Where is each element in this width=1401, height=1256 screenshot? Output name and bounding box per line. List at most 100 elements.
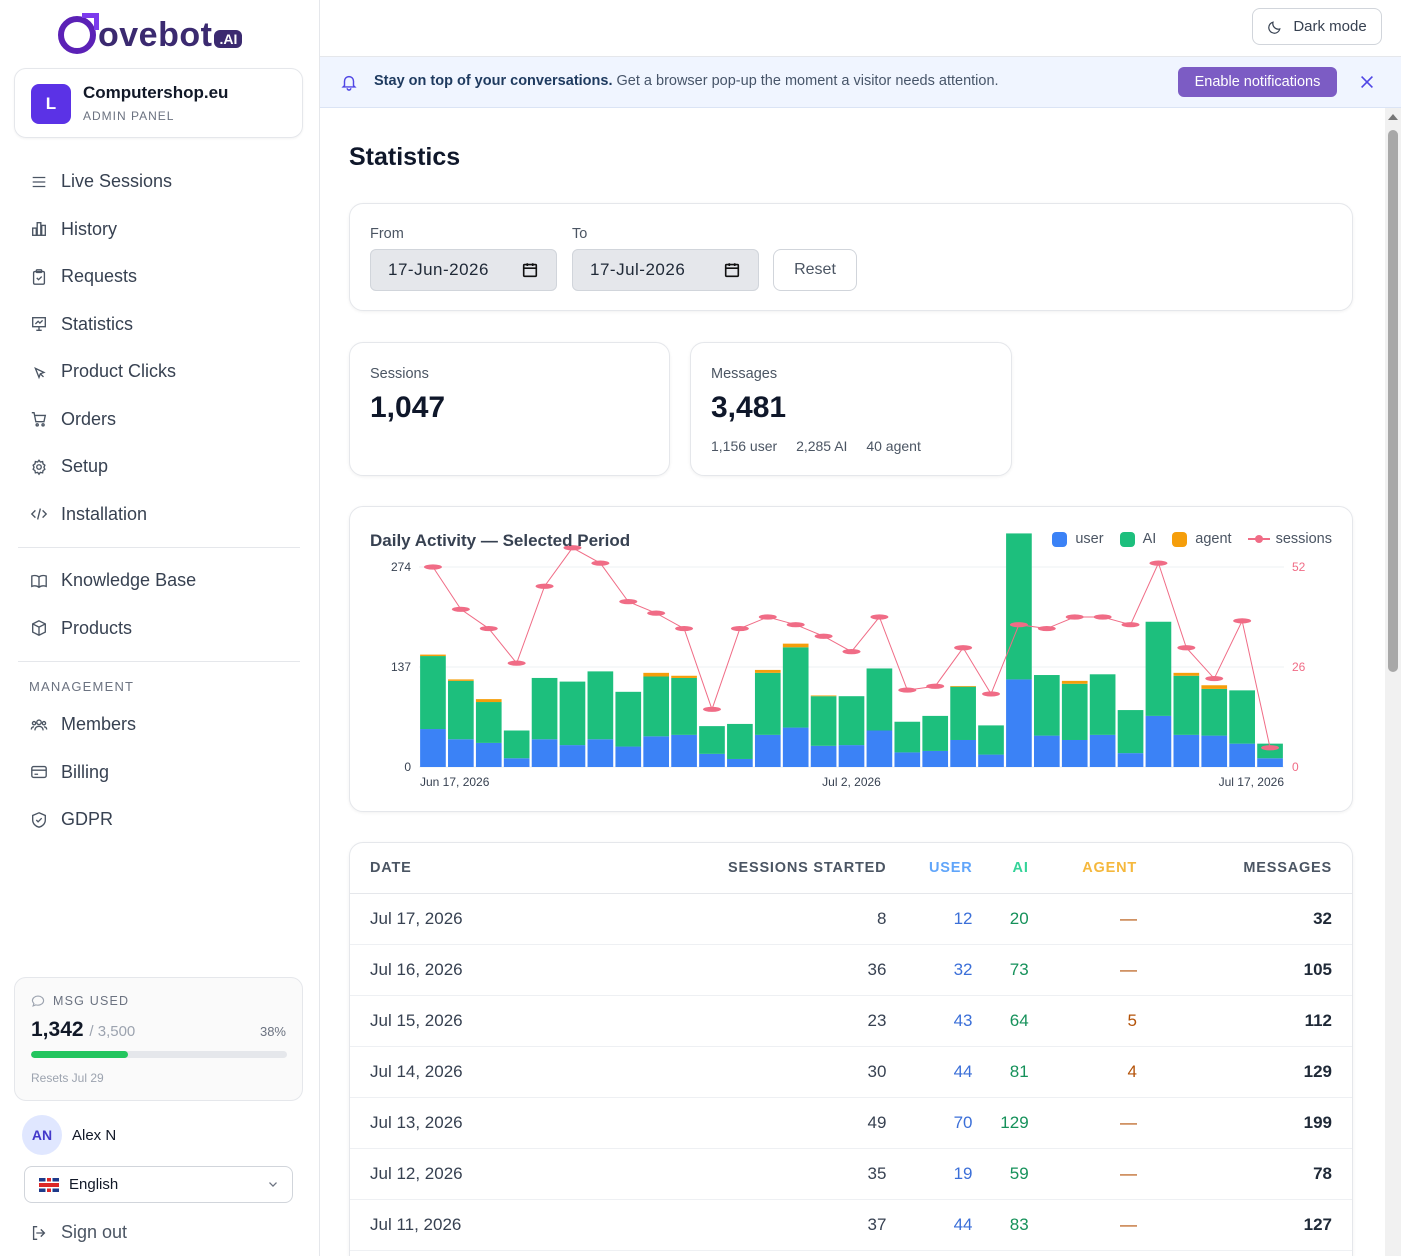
bar-ai-28	[1201, 688, 1228, 736]
legend-item-ai[interactable]: AI	[1119, 531, 1156, 547]
table-row: Jul 13, 2026 49 70 129—199	[350, 1097, 1352, 1149]
column-header-messages[interactable]: MESSAGES	[1137, 843, 1352, 894]
messages-agent-count: 40 agent	[866, 438, 921, 454]
cell-date: Jul 13, 2026	[350, 1097, 573, 1149]
x-tick-label: Jun 17, 2026	[420, 775, 490, 789]
legend-swatch-ai	[1119, 531, 1135, 547]
sidebar-item-gdpr[interactable]: GDPR	[18, 796, 300, 844]
sessions-point-27	[1177, 645, 1196, 651]
legend-item-sessions[interactable]: sessions	[1247, 531, 1332, 547]
enable-notifications-button[interactable]: Enable notifications	[1178, 67, 1337, 97]
chat-bubble-icon	[31, 995, 45, 1007]
legend-item-user[interactable]: user	[1052, 531, 1104, 547]
sidebar-item-installation[interactable]: Installation	[18, 491, 300, 539]
cell-ai: 20	[972, 893, 1029, 945]
cell-ai: 81	[972, 1046, 1029, 1098]
sidebar-item-label: Knowledge Base	[61, 570, 197, 591]
daily-activity-chart-card: 0 137 274 0 26 52 Jun 17, 2026 Jul 2, 2026 Jul 1…	[349, 506, 1353, 812]
sessions-point-14	[814, 633, 833, 639]
legend-swatch-sessions	[1247, 535, 1270, 543]
sidebar-nav: Live Sessions History Requests Statistic…	[18, 158, 300, 844]
sidebar-item-members[interactable]: Members	[18, 701, 300, 749]
main-content: Statistics From 17-Jun-2026 To 17-Jul-20…	[320, 108, 1385, 1256]
bar-ai-19	[950, 686, 976, 740]
scroll-thumb[interactable]	[1388, 130, 1398, 672]
cell-messages: 105	[1137, 944, 1352, 996]
management-section-title: MANAGEMENT	[29, 678, 135, 694]
from-date-input[interactable]: 17-Jun-2026	[370, 249, 557, 291]
legend-item-agent[interactable]: agent	[1172, 531, 1232, 547]
bar-user-11	[727, 758, 753, 767]
sessions-point-7	[619, 599, 638, 605]
sidebar-item-knowledge-base[interactable]: Knowledge Base	[18, 557, 300, 605]
from-label: From	[370, 226, 404, 242]
sessions-point-25	[1121, 622, 1140, 628]
column-header-date[interactable]: DATE	[350, 843, 573, 894]
sidebar-item-label: Members	[61, 714, 137, 735]
bar-user-15	[838, 745, 865, 767]
date-filter-card: From 17-Jun-2026 To 17-Jul-2026 Reset	[349, 203, 1353, 311]
sidebar-item-billing[interactable]: Billing	[18, 749, 300, 797]
sidebar-item-product-clicks[interactable]: Product Clicks	[18, 348, 300, 396]
scroll-up-arrow-icon[interactable]	[1388, 114, 1398, 120]
messages-breakdown: 1,156 user 2,285 AI 40 agent	[711, 438, 936, 454]
reset-button[interactable]: Reset	[773, 249, 857, 291]
close-icon[interactable]	[1358, 73, 1376, 91]
sessions-point-10	[702, 706, 721, 712]
column-header-ai[interactable]: AI	[972, 843, 1029, 894]
usage-label: MSG USED	[31, 994, 129, 1008]
cell-sessions: 35	[572, 1148, 887, 1200]
brand-logo[interactable]: ovebot .AI	[58, 13, 243, 56]
bar-agent-12	[754, 669, 781, 673]
cell-messages: 112	[1137, 995, 1352, 1047]
bar-agent-27	[1173, 672, 1200, 676]
legend-label-agent: agent	[1195, 531, 1232, 547]
clipboard-icon	[30, 268, 48, 286]
current-user[interactable]: AN Alex N	[22, 1115, 116, 1155]
main-scrollbar[interactable]	[1385, 108, 1401, 1256]
column-header-user[interactable]: USER	[886, 843, 973, 894]
sidebar-item-history[interactable]: History	[18, 206, 300, 254]
presentation-chart-icon	[30, 315, 48, 333]
sessions-point-30	[1261, 745, 1280, 751]
column-header-agent[interactable]: AGENT	[1028, 843, 1138, 894]
cell-sessions: 8	[572, 893, 887, 945]
messages-stat-card: Messages 3,481 1,156 user 2,285 AI 40 ag…	[690, 342, 1012, 476]
sessions-point-3	[507, 660, 526, 666]
calendar-icon[interactable]	[723, 261, 741, 279]
table-row: Jul 12, 2026 35 19 59—78	[350, 1148, 1352, 1200]
chevron-down-icon	[269, 1182, 277, 1187]
y-tick-label-left: 0	[404, 760, 411, 774]
cell-agent: —	[1028, 1199, 1138, 1251]
bar-user-4	[531, 739, 558, 767]
sidebar-item-live-sessions[interactable]: Live Sessions	[18, 158, 300, 206]
bell-icon	[341, 75, 357, 91]
sidebar-item-label: Statistics	[61, 313, 134, 334]
org-switcher[interactable]: L Computershop.eu ADMIN PANEL	[14, 68, 303, 138]
sign-out-button[interactable]: Sign out	[30, 1222, 127, 1243]
bar-user-19	[950, 739, 976, 767]
sidebar-item-setup[interactable]: Setup	[18, 443, 300, 491]
sidebar-item-requests[interactable]: Requests	[18, 253, 300, 301]
calendar-icon[interactable]	[521, 261, 539, 279]
uk-flag-icon	[39, 1177, 59, 1192]
cell-user: 32	[886, 944, 973, 996]
sidebar-item-label: Setup	[61, 456, 109, 477]
sign-out-label: Sign out	[61, 1222, 128, 1242]
column-header-sessions[interactable]: SESSIONS STARTED	[572, 843, 887, 894]
to-date-input[interactable]: 17-Jul-2026	[572, 249, 759, 291]
usage-label-text: MSG USED	[53, 994, 130, 1008]
sidebar-item-products[interactable]: Products	[18, 605, 300, 653]
y-tick-label-left: 137	[391, 660, 411, 674]
bar-ai-8	[643, 676, 670, 737]
sidebar-item-statistics[interactable]: Statistics	[18, 301, 300, 349]
table-row: Jul 14, 2026 30 44 81 4 129	[350, 1046, 1352, 1098]
cell-agent: —	[1028, 1097, 1138, 1149]
dark-mode-button[interactable]: Dark mode	[1252, 8, 1382, 45]
language-select[interactable]: English	[24, 1166, 293, 1203]
cell-sessions: 30	[572, 1046, 887, 1098]
sidebar-item-orders[interactable]: Orders	[18, 396, 300, 444]
bar-user-3	[503, 758, 530, 767]
cell-sessions: 37	[572, 1199, 887, 1251]
bar-ai-23	[1061, 683, 1088, 740]
